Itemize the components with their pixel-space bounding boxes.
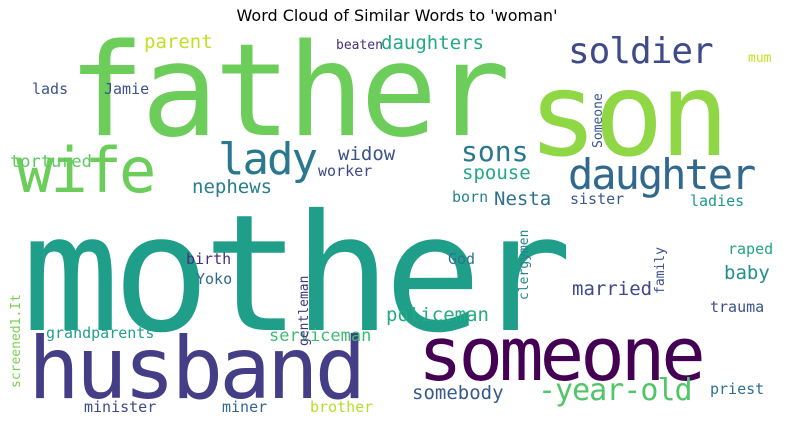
word-born: born (452, 188, 489, 206)
word-gentleman: gentleman (297, 275, 312, 346)
word-god: God (448, 250, 476, 268)
word-worker: worker (318, 162, 373, 180)
word-daughter: daughter (568, 150, 756, 199)
word-nephews: nephews (192, 176, 273, 198)
word-somebody: somebody (412, 382, 504, 404)
word-daughters: daughters (381, 32, 484, 54)
word-grandparents: grandparents (46, 324, 155, 342)
word-priest: priest (710, 380, 765, 398)
word-clergymen: clergymen (517, 229, 532, 300)
word-mum: mum (748, 51, 772, 66)
chart-title: Word Cloud of Similar Words to 'woman' (236, 6, 558, 25)
word-son: son (528, 48, 730, 183)
word-someone: someone (418, 312, 706, 398)
word-minister: minister (84, 398, 157, 416)
word-lady: lady (218, 134, 318, 185)
word-lads: lads (32, 80, 69, 98)
word-spouse: spouse (462, 162, 531, 184)
word-birth: birth (186, 250, 232, 268)
word-trauma: trauma (710, 298, 765, 316)
word-father: father (68, 28, 510, 166)
word-baby: baby (724, 262, 770, 284)
word-parent: parent (144, 31, 213, 53)
word-jamie: Jamie (104, 80, 150, 98)
word-tortured: tortured (10, 152, 92, 172)
word-screened1-it: screened1.It (9, 294, 24, 388)
word-serviceman: serviceman (269, 326, 372, 346)
word-nesta: Nesta (494, 188, 552, 210)
word-family: family (653, 247, 668, 294)
word-wife: wife (16, 134, 156, 207)
word-soldier: soldier (568, 31, 714, 72)
word-miner: miner (222, 398, 268, 416)
word-someone-small: Someone (591, 93, 606, 148)
word-widow: widow (338, 143, 396, 165)
word-beaten: beaten (336, 38, 383, 53)
word--year-old: -year-old (538, 373, 693, 408)
word-cloud: mother father son husband someone wife d… (6, 28, 794, 429)
word-married: married (572, 278, 653, 300)
word-sons: sons (461, 135, 529, 168)
word-policeman: policeman (386, 304, 489, 326)
word-brother: brother (310, 398, 374, 416)
word-mother: mother (22, 181, 572, 369)
word-husband: husband (28, 319, 366, 419)
word-ladies: ladies (690, 192, 745, 210)
word-sister: sister (570, 190, 625, 208)
word-raped: raped (728, 240, 774, 258)
word-yoko: Yoko (196, 270, 233, 288)
